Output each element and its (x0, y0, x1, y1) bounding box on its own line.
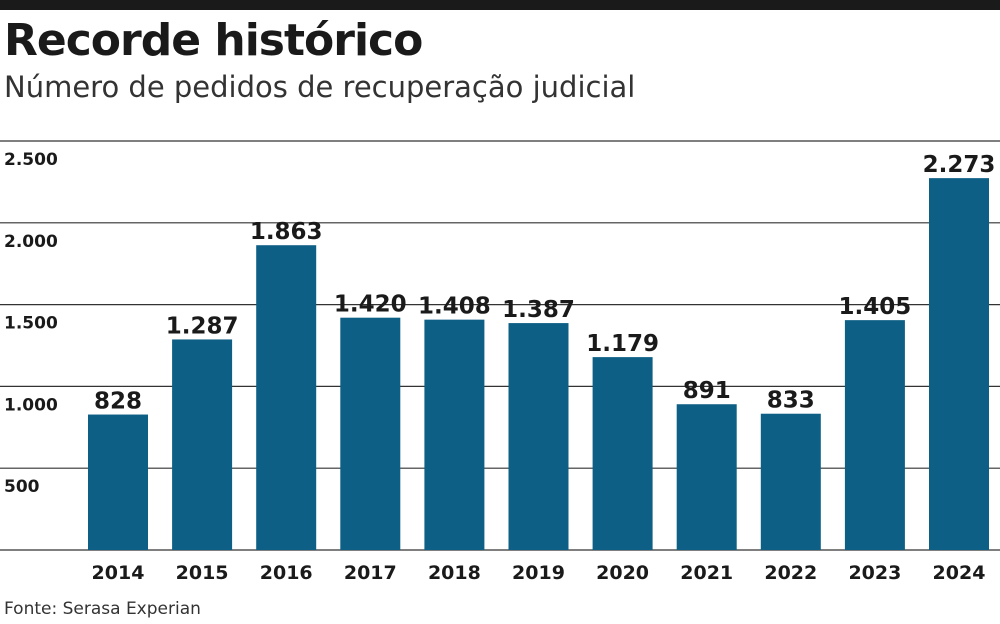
bar (340, 317, 401, 550)
y-tick-label: 1.500 (4, 314, 58, 334)
y-tick-label: 2.500 (4, 150, 58, 170)
data-label: 1.179 (586, 331, 659, 357)
x-tick-label: 2021 (680, 562, 733, 584)
bar (424, 319, 485, 550)
x-tick-label: 2014 (92, 562, 145, 584)
data-label: 891 (683, 378, 731, 404)
data-label: 833 (767, 388, 815, 414)
data-label: 1.863 (250, 219, 323, 245)
bar-chart: 500 1.000 1.500 2.000 2.500 828 2014 1.287 2015 1… (0, 140, 1000, 584)
y-tick-label: 2.000 (4, 232, 58, 252)
bar (172, 339, 233, 550)
data-label: 1.287 (166, 313, 239, 339)
bar (929, 178, 989, 550)
bar (88, 414, 148, 550)
bar (256, 245, 317, 550)
bar (508, 323, 569, 550)
bar (592, 357, 653, 550)
bar (844, 320, 905, 550)
source-note: Fonte: Serasa Experian (4, 599, 201, 619)
data-label: 1.387 (502, 297, 575, 323)
bar (676, 404, 737, 550)
data-label: 2.273 (923, 152, 996, 178)
x-tick-label: 2019 (512, 562, 565, 584)
chart-title: Recorde histórico (4, 15, 423, 66)
x-tick-label: 2017 (344, 562, 397, 584)
x-tick-label: 2016 (260, 562, 313, 584)
x-tick-label: 2023 (848, 562, 901, 584)
x-tick-label: 2020 (596, 562, 649, 584)
bar (760, 413, 821, 550)
data-label: 1.420 (334, 292, 407, 318)
data-label: 1.408 (418, 294, 491, 320)
y-tick-label: 500 (4, 477, 40, 497)
y-tick-label: 1.000 (4, 395, 58, 415)
x-tick-label: 2018 (428, 562, 481, 584)
data-label: 828 (94, 389, 142, 415)
x-tick-label: 2022 (764, 562, 817, 584)
x-tick-label: 2024 (933, 562, 986, 584)
top-rule (0, 0, 1000, 10)
x-tick-label: 2015 (176, 562, 229, 584)
data-label: 1.405 (839, 294, 912, 320)
chart-subtitle: Número de pedidos de recuperação judicia… (4, 70, 636, 104)
